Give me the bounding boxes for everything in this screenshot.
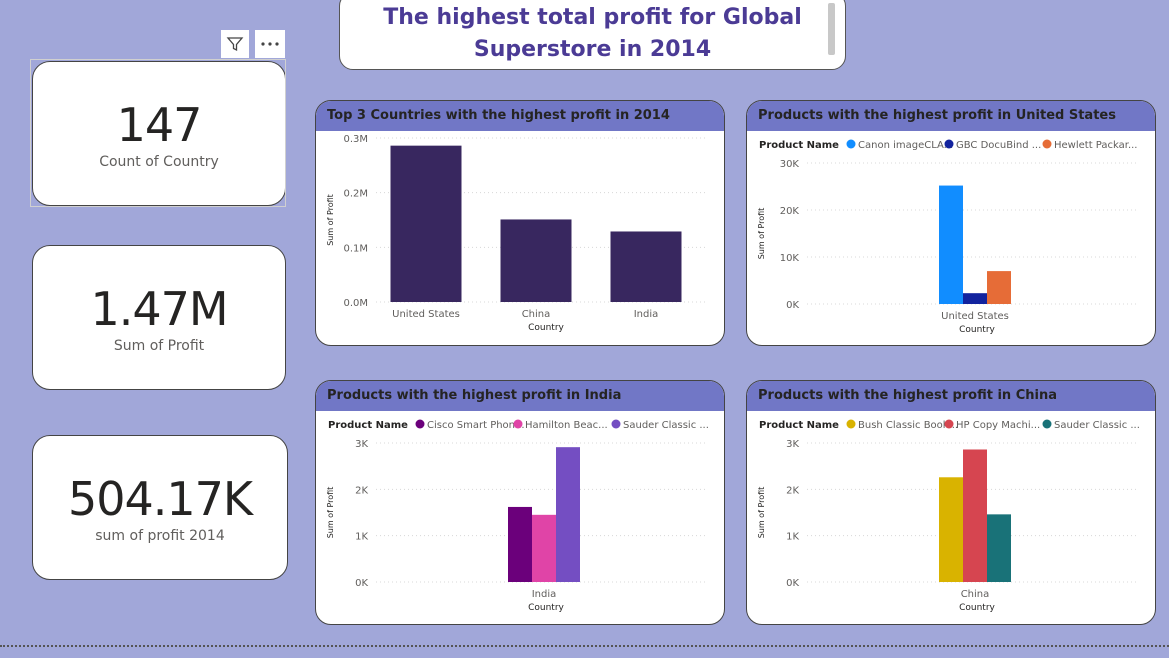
page-bottom-divider bbox=[0, 645, 1169, 647]
legend-marker bbox=[513, 419, 523, 429]
bar bbox=[939, 185, 963, 304]
legend-marker bbox=[944, 139, 954, 149]
bar bbox=[610, 231, 682, 302]
selection-frame bbox=[30, 59, 286, 207]
chart-plot: 0K 10K 20K 30K Sum of Profit Country Product N… bbox=[757, 139, 1137, 335]
filter-icon[interactable] bbox=[221, 30, 249, 58]
kpi-label: Sum of Profit bbox=[113, 337, 205, 354]
chart-plot: 0.0M 0.1M 0.2M 0.3M Sum of Profit Country Unit… bbox=[326, 134, 706, 333]
legend-entry: GBC DocuBind ... bbox=[956, 140, 1041, 151]
y-axis-label: Sum of Profit bbox=[757, 487, 766, 539]
y-tick-label: 0.2M bbox=[343, 189, 368, 200]
legend-marker bbox=[846, 419, 856, 429]
y-tick-label: 0.0M bbox=[343, 298, 368, 309]
chart-title: Products with the highest profit in Unit… bbox=[747, 101, 1155, 131]
y-tick-label: 3K bbox=[355, 439, 368, 450]
chart-products-us[interactable]: Products with the highest profit in Unit… bbox=[746, 100, 1156, 346]
y-tick-label: 1K bbox=[355, 532, 368, 543]
chart-plot: 0K 1K 2K 3K Sum of Profit Country Product Name… bbox=[326, 419, 709, 613]
bar bbox=[963, 293, 987, 304]
x-axis-label: Country bbox=[959, 603, 995, 613]
kpi-label: sum of profit 2014 bbox=[95, 527, 225, 544]
page-title: The highest total profit for Global Supe… bbox=[383, 5, 802, 62]
kpi-card-sum-of-profit[interactable]: 1.47M Sum of Profit bbox=[32, 245, 286, 390]
y-tick-label: 2K bbox=[786, 485, 799, 496]
legend-marker bbox=[944, 419, 954, 429]
kpi-label: Count of Country bbox=[99, 153, 219, 170]
chart-title: Products with the highest profit in Chin… bbox=[747, 381, 1155, 411]
kpi-value: 504.17K bbox=[67, 471, 253, 526]
y-tick-label: 0.1M bbox=[343, 243, 368, 254]
y-tick-label: 0K bbox=[786, 300, 799, 311]
y-tick-label: 0K bbox=[786, 578, 799, 589]
y-axis-label: Sum of Profit bbox=[757, 208, 766, 260]
chart-products-india[interactable]: Products with the highest profit in Indi… bbox=[315, 380, 725, 625]
legend-entry: Sauder Classic ... bbox=[1054, 420, 1140, 431]
bar bbox=[987, 271, 1011, 304]
bar bbox=[532, 514, 556, 582]
bar bbox=[939, 477, 963, 582]
x-tick-label: India bbox=[532, 589, 557, 600]
legend-entry: Sauder Classic ... bbox=[623, 420, 709, 431]
legend-marker bbox=[1042, 419, 1052, 429]
x-axis-label: Country bbox=[528, 603, 564, 613]
y-tick-label: 2K bbox=[355, 485, 368, 496]
chart-plot: 0K 1K 2K 3K Sum of Profit Country Product Name… bbox=[757, 419, 1140, 613]
title-scrollbar[interactable] bbox=[828, 3, 835, 55]
chart-products-china[interactable]: Products with the highest profit in Chin… bbox=[746, 380, 1156, 625]
y-tick-label: 3K bbox=[786, 439, 799, 450]
chart-title: Top 3 Countries with the highest profit … bbox=[316, 101, 724, 131]
x-tick-label: United States bbox=[941, 311, 1009, 322]
bar bbox=[390, 145, 462, 302]
x-tick-label: United States bbox=[392, 309, 460, 320]
bar bbox=[963, 449, 987, 582]
kpi-card-count-of-country[interactable]: 147 Count of Country bbox=[32, 61, 286, 206]
kpi-value: 147 bbox=[116, 97, 203, 152]
legend-title: Product Name bbox=[328, 420, 408, 431]
more-options-icon[interactable] bbox=[255, 30, 285, 58]
y-tick-label: 1K bbox=[786, 532, 799, 543]
legend-entry: HP Copy Machi... bbox=[956, 420, 1040, 431]
x-tick-label: China bbox=[961, 589, 990, 600]
kpi-card-sum-of-profit-2014[interactable]: 504.17K sum of profit 2014 bbox=[32, 435, 288, 580]
x-axis-label: Country bbox=[528, 323, 564, 333]
legend-marker bbox=[415, 419, 425, 429]
y-tick-label: 10K bbox=[780, 253, 800, 264]
y-axis-label: Sum of Profit bbox=[326, 487, 335, 539]
legend-entry: Cisco Smart Phon... bbox=[427, 420, 525, 431]
chart-top-countries[interactable]: Top 3 Countries with the highest profit … bbox=[315, 100, 725, 346]
bar bbox=[987, 514, 1011, 582]
legend-entry: Bush Classic Book... bbox=[858, 420, 958, 431]
y-tick-label: 0.3M bbox=[343, 134, 368, 145]
page-title-card: The highest total profit for Global Supe… bbox=[339, 0, 846, 70]
legend-entry: Hewlett Packar... bbox=[1054, 140, 1137, 151]
kpi-value: 1.47M bbox=[90, 281, 228, 336]
legend-marker bbox=[611, 419, 621, 429]
y-axis-label: Sum of Profit bbox=[326, 194, 335, 246]
legend-marker bbox=[1042, 139, 1052, 149]
x-tick-label: India bbox=[634, 309, 659, 320]
y-tick-label: 30K bbox=[780, 159, 800, 170]
legend-marker bbox=[846, 139, 856, 149]
bar bbox=[556, 447, 580, 582]
bar bbox=[500, 219, 572, 302]
x-axis-label: Country bbox=[959, 325, 995, 335]
legend-title: Product Name bbox=[759, 420, 839, 431]
legend-entry: Canon imageCLA... bbox=[858, 140, 953, 151]
y-tick-label: 20K bbox=[780, 206, 800, 217]
x-tick-label: China bbox=[522, 309, 551, 320]
y-tick-label: 0K bbox=[355, 578, 368, 589]
legend-entry: Hamilton Beac... bbox=[525, 420, 608, 431]
bar bbox=[508, 506, 532, 582]
chart-title: Products with the highest profit in Indi… bbox=[316, 381, 724, 411]
legend-title: Product Name bbox=[759, 140, 839, 151]
